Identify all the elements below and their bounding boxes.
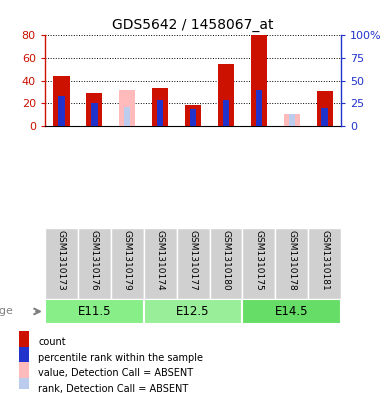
Text: value, Detection Call = ABSENT: value, Detection Call = ABSENT xyxy=(38,368,193,378)
Bar xyxy=(243,228,275,299)
Text: rank, Detection Call = ABSENT: rank, Detection Call = ABSENT xyxy=(38,384,188,393)
Text: GSM1310173: GSM1310173 xyxy=(57,230,66,291)
Bar xyxy=(19,378,29,393)
Bar xyxy=(144,228,177,299)
Text: GSM1310180: GSM1310180 xyxy=(222,230,230,291)
Bar xyxy=(152,88,168,126)
Bar xyxy=(144,299,243,324)
Bar xyxy=(91,103,98,126)
Bar xyxy=(19,347,29,369)
Bar xyxy=(275,228,308,299)
Bar xyxy=(119,90,135,126)
Text: E11.5: E11.5 xyxy=(78,305,111,318)
Bar xyxy=(284,114,300,126)
Bar xyxy=(251,35,267,126)
Text: GSM1310177: GSM1310177 xyxy=(188,230,198,291)
Bar xyxy=(86,93,103,126)
Bar xyxy=(19,362,29,384)
Text: E14.5: E14.5 xyxy=(275,305,308,318)
Bar xyxy=(321,108,328,126)
Text: GSM1310174: GSM1310174 xyxy=(156,230,165,291)
Bar xyxy=(45,299,144,324)
Bar xyxy=(58,96,65,126)
Text: E12.5: E12.5 xyxy=(176,305,210,318)
Bar xyxy=(317,91,333,126)
Text: count: count xyxy=(38,337,66,347)
Text: GSM1310175: GSM1310175 xyxy=(254,230,263,291)
Text: GSM1310179: GSM1310179 xyxy=(123,230,132,291)
Bar xyxy=(218,64,234,126)
Bar xyxy=(255,90,262,126)
Text: percentile rank within the sample: percentile rank within the sample xyxy=(38,353,203,363)
Text: age: age xyxy=(0,307,14,316)
Bar xyxy=(289,114,295,126)
Bar xyxy=(157,101,163,126)
Bar xyxy=(111,228,144,299)
Bar xyxy=(308,228,341,299)
Bar xyxy=(19,331,29,353)
Bar xyxy=(209,228,243,299)
Text: GSM1310181: GSM1310181 xyxy=(320,230,329,291)
Bar xyxy=(78,228,111,299)
Bar xyxy=(223,99,229,126)
Bar xyxy=(185,105,201,126)
Bar xyxy=(124,107,131,126)
Text: GSM1310178: GSM1310178 xyxy=(287,230,296,291)
Bar xyxy=(53,76,69,126)
Text: GSM1310176: GSM1310176 xyxy=(90,230,99,291)
Bar xyxy=(177,228,209,299)
Bar xyxy=(45,228,78,299)
Bar xyxy=(190,108,196,126)
Title: GDS5642 / 1458067_at: GDS5642 / 1458067_at xyxy=(112,18,274,31)
Bar xyxy=(243,299,341,324)
